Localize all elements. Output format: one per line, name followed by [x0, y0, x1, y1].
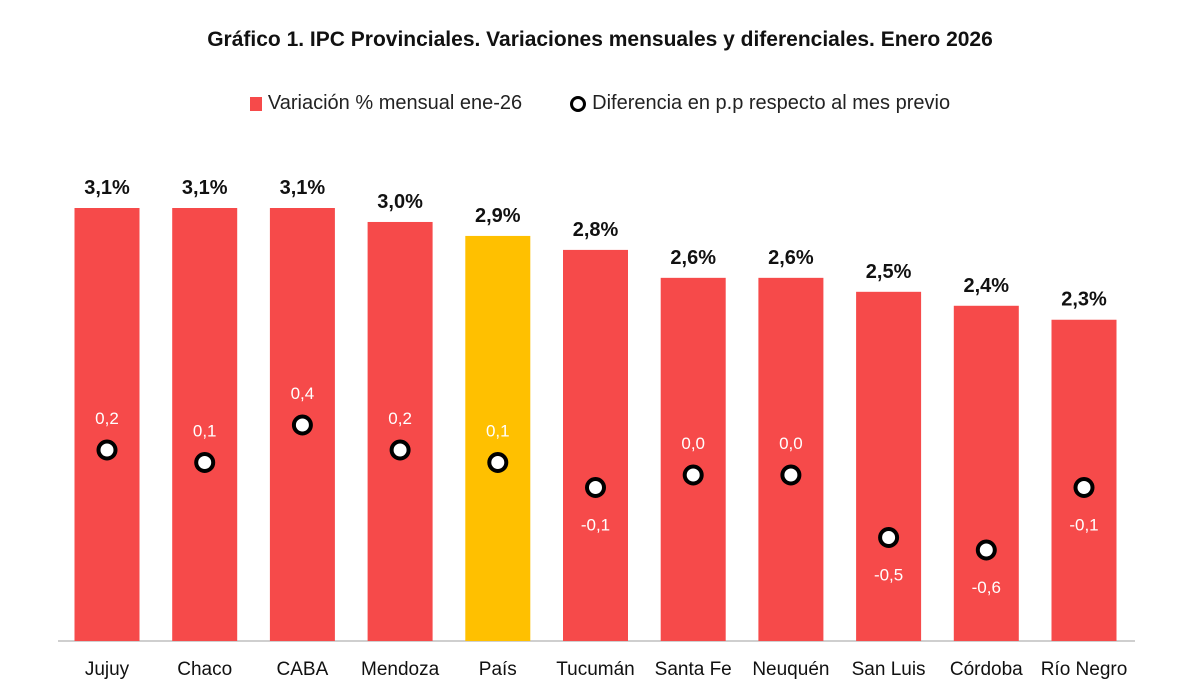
difference-label-5: -0,1: [581, 516, 610, 535]
category-label-9: Córdoba: [950, 659, 1023, 680]
difference-marker-4: [487, 452, 509, 473]
category-label-1: Chaco: [177, 659, 232, 680]
bar-value-label-5: 2,8%: [573, 219, 619, 241]
legend-label-variation: Variación % mensual ene-26: [267, 92, 523, 114]
bar-7: [758, 277, 824, 641]
category-label-3: Mendoza: [361, 659, 440, 680]
bar-5: [563, 249, 628, 641]
difference-label-10: -0,1: [1069, 516, 1098, 535]
category-label-4: País: [479, 659, 517, 680]
category-label-7: Neuquén: [752, 659, 829, 680]
bar-value-label-9: 2,4%: [964, 275, 1010, 297]
category-label-2: CABA: [277, 659, 329, 680]
difference-label-4: 0,1: [486, 422, 510, 441]
bar-value-label-8: 2,5%: [866, 261, 912, 283]
difference-label-8: -0,5: [874, 566, 903, 585]
legend-label-difference: Diferencia en p.p respecto al mes previo: [592, 92, 951, 114]
bar-value-label-3: 3,0%: [377, 191, 423, 213]
difference-marker-9: [975, 539, 997, 561]
difference-label-1: 0,1: [193, 422, 217, 441]
category-label-5: Tucumán: [556, 659, 635, 680]
difference-label-0: 0,2: [95, 409, 119, 428]
bar-value-label-4: 2,9%: [475, 205, 521, 227]
bar-value-label-1: 3,1%: [182, 177, 228, 199]
difference-marker-2: [291, 414, 313, 436]
legend-item-variation: Variación % mensual ene-26: [249, 92, 523, 115]
bar-4: [465, 235, 531, 641]
bar-value-label-2: 3,1%: [280, 177, 326, 199]
bar-value-label-0: 3,1%: [84, 177, 130, 199]
difference-label-9: -0,6: [972, 578, 1001, 597]
bar-value-label-6: 2,6%: [670, 247, 716, 269]
difference-label-2: 0,4: [291, 384, 315, 403]
legend: Variación % mensual ene-26 Diferencia en…: [0, 92, 1200, 115]
bar-9: [953, 305, 1019, 641]
difference-label-3: 0,2: [388, 409, 412, 428]
legend-item-difference: Diferencia en p.p respecto al mes previo: [570, 92, 950, 115]
bar-1: [172, 208, 238, 641]
difference-marker-0: [96, 439, 118, 461]
difference-marker-8: [878, 527, 900, 548]
legend-dot-swatch: [570, 95, 587, 112]
bar-0: [74, 208, 140, 641]
difference-label-6: 0,0: [681, 434, 705, 453]
category-label-6: Santa Fe: [655, 659, 732, 680]
bar-value-label-10: 2,3%: [1061, 289, 1107, 311]
difference-marker-5: [585, 477, 606, 498]
bar-8: [856, 291, 922, 641]
category-label-0: Jujuy: [85, 659, 130, 680]
difference-marker-7: [780, 464, 802, 486]
chart-title: Gráfico 1. IPC Provinciales. Variaciones…: [207, 28, 993, 51]
difference-marker-1: [194, 452, 216, 473]
difference-label-7: 0,0: [779, 434, 803, 453]
legend-bar-swatch: [249, 96, 262, 111]
category-label-8: San Luis: [852, 659, 926, 680]
category-label-10: Río Negro: [1041, 659, 1128, 680]
difference-marker-3: [389, 439, 411, 461]
bar-6: [660, 277, 726, 641]
difference-marker-10: [1073, 477, 1095, 498]
bar-3: [367, 221, 433, 641]
bar-value-label-7: 2,6%: [768, 247, 814, 269]
difference-marker-6: [682, 464, 704, 486]
